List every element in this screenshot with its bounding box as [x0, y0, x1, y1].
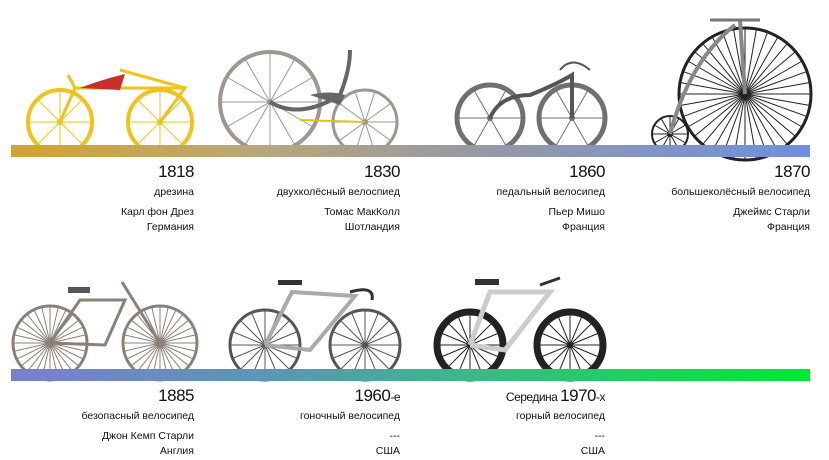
safety-bicycle-icon [11, 281, 199, 382]
entry-inventor: --- [389, 430, 401, 442]
wheel-icon [651, 115, 689, 153]
entry-country: Германия [146, 221, 194, 233]
entry-inventor: Джон Кемп Старли [101, 430, 194, 442]
timeline-entry: 1830 двухколёсный велоспиед Томас МакКол… [200, 162, 401, 234]
draisine-icon [26, 68, 194, 156]
entry-inventor: Карл фон Дрез [120, 206, 194, 218]
entry-inventor: Пьер Мишо [548, 206, 606, 218]
entry-country: Франция [561, 221, 605, 233]
timeline-bar-bottom [11, 369, 810, 381]
entry-country: Шотландия [344, 221, 400, 233]
entry-bicycle-type: двухколёсный велоспиед [276, 186, 400, 198]
racing-bicycle-icon [228, 280, 402, 382]
timeline-entry: 1818 дрезина Карл фон Дрез Германия [0, 162, 195, 234]
velocipede-icon [454, 61, 608, 154]
entry-country: Франция [766, 221, 810, 233]
entry-bicycle-type: безопасный велосипед [81, 410, 194, 422]
entry-year: 1818 [158, 162, 194, 181]
entry-year: 1960-е [354, 386, 401, 405]
timeline-entry: Середина 1970-х горный велосипед --- США [405, 386, 606, 458]
wheel-icon [331, 88, 399, 156]
entry-year: 1870 [774, 162, 810, 181]
wheel-icon [11, 304, 89, 382]
entry-inventor: --- [594, 430, 606, 442]
entry-country: США [375, 445, 400, 457]
entry-bicycle-type: гоночный велосипед [299, 410, 400, 422]
entry-inventor: Томас МакКолл [324, 206, 400, 218]
entry-country: Англия [159, 445, 194, 457]
entry-country: США [580, 445, 605, 457]
hobby-horse-bicycle-icon [218, 49, 399, 156]
entry-bicycle-type: дрезина [154, 186, 194, 198]
entry-year: 1830 [364, 162, 400, 181]
entry-bicycle-type: большеколёсный велосипед [671, 186, 810, 198]
entry-year: Середина 1970-х [505, 386, 606, 405]
penny-farthing-icon [651, 18, 813, 162]
timeline-entry: 1870 большеколёсный велосипед Джеймс Ста… [610, 162, 810, 234]
entry-bicycle-type: горный велосипед [516, 410, 605, 422]
mountain-bicycle-icon [433, 276, 607, 382]
entry-bicycle-type: педальный велосипед [496, 186, 605, 198]
timeline-bar-top [11, 145, 810, 157]
wheel-icon [677, 26, 813, 162]
timeline-entry: 1860 педальный велосипед Пьер Мишо Франц… [405, 162, 605, 234]
entry-year: 1885 [158, 386, 194, 405]
entry-inventor: Джеймс Старли [733, 206, 810, 218]
timeline-entry: 1960-е гоночный велосипед --- США [200, 386, 401, 458]
timeline-entry: 1885 безопасный велосипед Джон Кемп Стар… [0, 386, 194, 458]
entry-year: 1860 [569, 162, 605, 181]
